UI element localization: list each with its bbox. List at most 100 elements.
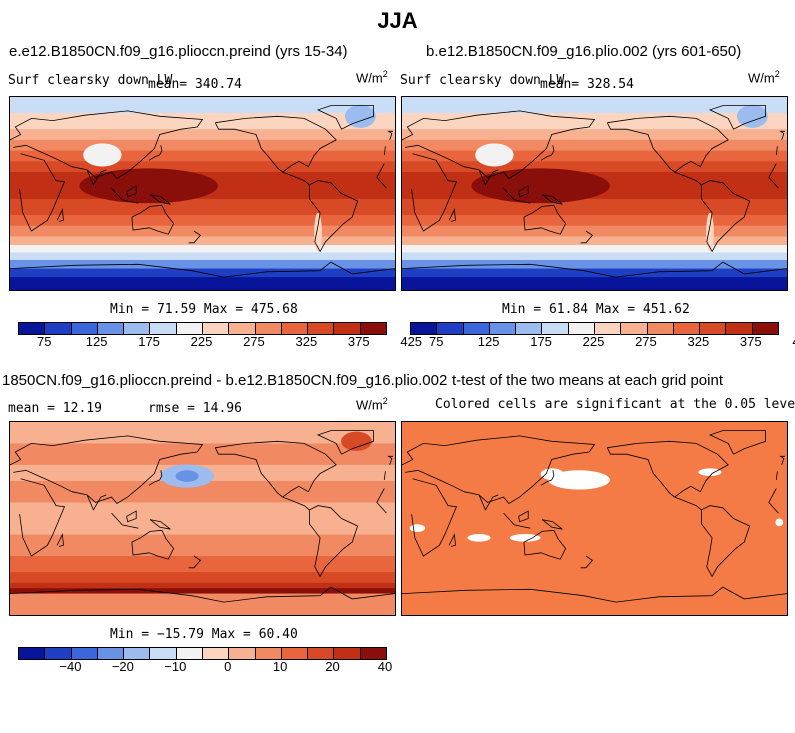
coastline-segment xyxy=(779,455,785,466)
coastline-segment xyxy=(700,180,751,253)
coastline-segment xyxy=(383,471,386,480)
colorbar-swatch xyxy=(150,648,177,659)
colorbar-tick-label: 275 xyxy=(635,334,657,349)
panel4-subtitle: Colored cells are significant at the 0.0… xyxy=(435,397,795,412)
coastlines xyxy=(402,105,787,278)
field-band xyxy=(10,252,395,261)
diff-band xyxy=(10,556,395,573)
colorbar-swatch xyxy=(308,323,335,334)
panel3-rmse: rmse = 14.96 xyxy=(148,401,242,416)
greenland-low xyxy=(344,104,376,128)
coastline-segment xyxy=(708,430,767,455)
colorbar-swatch xyxy=(124,648,151,659)
page-title: JJA xyxy=(377,8,418,33)
field-band xyxy=(402,244,787,253)
coastline-segment xyxy=(541,519,563,530)
coastline-segment xyxy=(503,512,531,529)
field-band xyxy=(10,150,395,162)
coastline-segment xyxy=(56,533,64,547)
colorbar-tick-label: 175 xyxy=(138,334,160,349)
field-band xyxy=(10,97,395,114)
field-band xyxy=(10,236,395,246)
diff-band xyxy=(10,443,395,466)
coastlines xyxy=(10,105,395,278)
diff-band xyxy=(10,534,395,557)
coastline-segment xyxy=(523,204,567,235)
coastline-segment xyxy=(518,510,529,523)
panel2-variable: Surf clearsky down LW xyxy=(400,73,565,88)
warm-pool xyxy=(471,168,610,204)
panel3-units: W/m2 xyxy=(356,396,388,413)
colorbar-swatch xyxy=(45,648,72,659)
panel1-map xyxy=(9,96,396,291)
coastline-segment xyxy=(214,440,337,498)
colorbar-tick-label: 0 xyxy=(224,659,232,674)
field-band xyxy=(10,225,395,237)
panel2-title: b.e12.B1850CN.f09_g16.plio.002 (yrs 601-… xyxy=(426,43,742,60)
panel3-colorbar xyxy=(18,647,387,660)
coastline-segment xyxy=(19,478,66,557)
colorbar-swatch xyxy=(97,648,125,659)
colorbar-tick-label: 20 xyxy=(325,659,340,674)
panel1-mean: mean= 340.74 xyxy=(148,77,242,92)
coastline-segment xyxy=(503,187,531,204)
coastline-segment xyxy=(188,230,202,244)
coastline-segment xyxy=(478,169,499,186)
field-band xyxy=(10,277,395,290)
field-band xyxy=(10,161,395,173)
panel3-map xyxy=(9,421,396,616)
map-canvas xyxy=(402,422,787,615)
coastline-segment xyxy=(478,494,499,511)
coastline-segment xyxy=(768,177,779,189)
panel1-variable: Surf clearsky down LW xyxy=(8,73,173,88)
panel3-title: 1850CN.f09_g16.plioccn.preind - b.e12.B1… xyxy=(2,372,448,389)
colorbar-tick-label: 75 xyxy=(36,334,52,349)
panel2-units: W/m2 xyxy=(748,69,780,86)
panel1-units: W/m2 xyxy=(356,69,388,86)
coastline-segment xyxy=(518,185,529,198)
coastline-segment xyxy=(10,110,204,180)
coastlines xyxy=(10,430,395,603)
colorbar-swatch xyxy=(229,323,256,334)
insignificant-cell xyxy=(509,533,541,542)
greenland-anomaly xyxy=(341,431,372,451)
panel2-minmax: Min = 61.84 Max = 451.62 xyxy=(502,302,690,317)
coastline-segment xyxy=(10,435,204,505)
colorbar-swatch xyxy=(489,323,517,334)
colorbar-swatch xyxy=(726,323,753,334)
panel4-map xyxy=(401,421,788,616)
coastline-segment xyxy=(10,586,395,603)
colorbar-swatch xyxy=(673,323,701,334)
field-band xyxy=(402,225,787,237)
panel2-colorbar xyxy=(410,322,779,335)
coastline-segment xyxy=(411,153,458,232)
colorbar-swatch xyxy=(176,323,203,334)
field-band xyxy=(402,214,787,227)
panel2-map xyxy=(401,96,788,291)
colorbar-tick-label: 10 xyxy=(272,659,288,674)
panel3-minmax: Min = −15.79 Max = 60.40 xyxy=(110,627,298,642)
colorbar-swatch xyxy=(45,323,72,334)
colorbar-swatch xyxy=(281,323,309,334)
coastline-segment xyxy=(768,488,777,503)
colorbar-swatch xyxy=(752,323,778,334)
coastline-segment xyxy=(540,470,555,486)
coastline-segment xyxy=(188,555,202,569)
field-band xyxy=(402,259,787,270)
colorbar-tick-label: 225 xyxy=(582,334,605,349)
colorbar-swatch xyxy=(281,648,309,659)
diff-band xyxy=(10,572,395,584)
coastline-segment xyxy=(316,105,375,130)
field-band xyxy=(10,259,395,270)
coastline-segment xyxy=(674,496,702,511)
colorbar-tick-label: −10 xyxy=(164,659,187,674)
insignificant-cell xyxy=(467,533,491,542)
insignificant-cell xyxy=(698,468,722,477)
coastline-segment xyxy=(308,180,359,253)
colorbar-swatch xyxy=(19,323,46,334)
coastline-segment xyxy=(606,440,729,498)
colorbar-swatch xyxy=(334,323,361,334)
map-canvas xyxy=(10,97,395,290)
colorbar-tick-label: 225 xyxy=(190,334,213,349)
andes xyxy=(706,212,714,252)
